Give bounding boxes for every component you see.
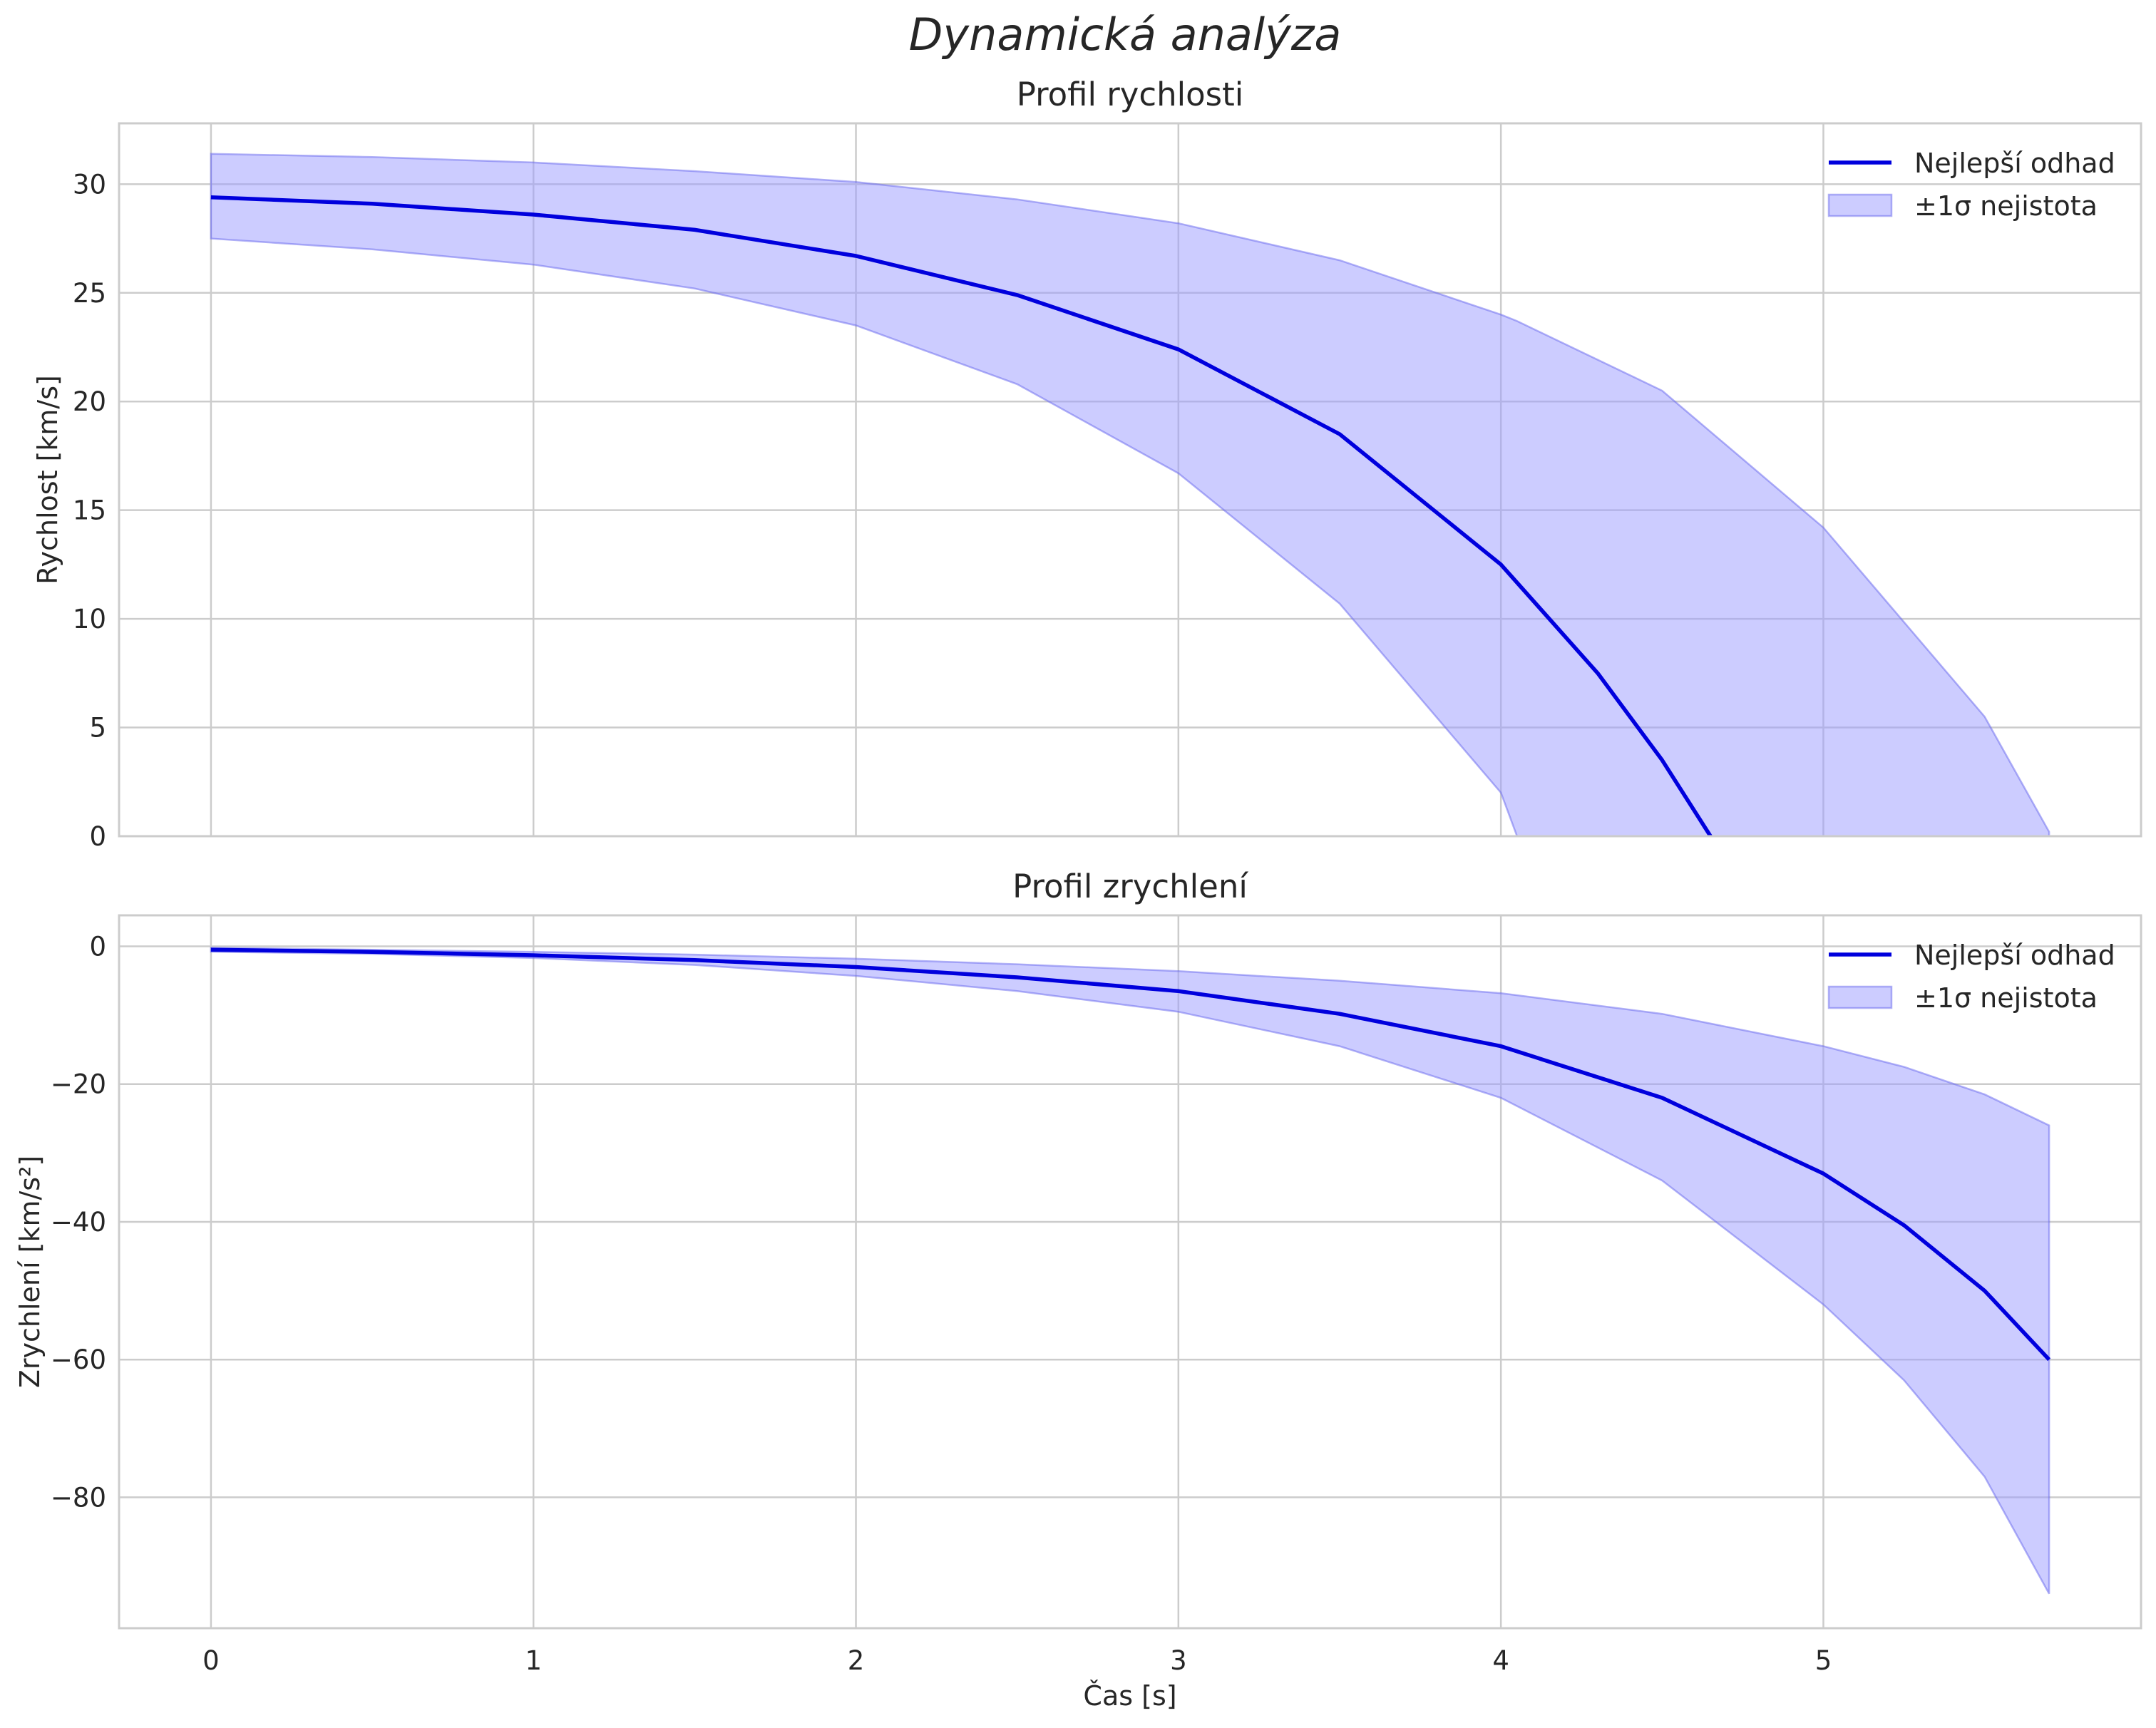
y-axis-label: Rychlost [km/s] [32,375,63,585]
legend-band-swatch [1827,985,1893,1009]
subplot-2: 0 −20 −40 −60 −80 0 1 2 3 4 5 Profil zrychlení Zrych… [14,868,2142,1712]
legend: Nejlepší odhad ±1σ nejistota [1827,940,2115,1014]
axes-frame [118,914,2142,1630]
x-tick-label: 4 [1492,1645,1509,1676]
x-tick-label: 2 [848,1645,865,1676]
x-tick-label: 3 [1170,1645,1187,1676]
y-tick-label: 30 [73,169,106,200]
legend-label: Nejlepší odhad [1914,940,2115,971]
y-tick-label: −20 [51,1069,106,1100]
uncertainty-band [210,947,2050,1595]
y-tick-label: 0 [89,821,106,852]
y-tick-label: 15 [73,495,106,526]
y-tick-label: −60 [51,1344,106,1375]
x-tick-label: 5 [1815,1645,1832,1676]
y-tick-label: −40 [51,1207,106,1238]
subplot-1: 0 5 10 15 20 25 30 Profil rychlosti Rychlost [km… [32,76,2142,852]
subplot-title: Profil rychlosti [1017,76,1244,113]
axes-frame [118,122,2142,838]
uncertainty-band [210,153,2050,836]
y-axis-label: Zrychlení [km/s²] [14,1156,46,1388]
y-tick-label: 20 [73,386,106,417]
legend-label: Nejlepší odhad [1914,148,2115,179]
best-estimate-line [210,947,2051,1362]
x-tick-label: 1 [525,1645,542,1676]
legend-label: ±1σ nejistota [1914,982,2098,1014]
legend-band-swatch [1827,193,1893,217]
x-axis-label: Čas [s] [1083,1680,1176,1712]
y-tick-label: 25 [73,278,106,309]
y-tick-label: 5 [89,713,106,744]
x-tick-label: 0 [202,1645,220,1676]
figure-title: Dynamická analýza [909,9,1342,61]
legend: Nejlepší odhad ±1σ nejistota [1827,148,2115,222]
y-tick-label: 0 [89,931,106,962]
y-tick-label: −80 [51,1482,106,1513]
y-tick-label: 10 [73,604,106,634]
subplot-title: Profil zrychlení [1012,868,1248,905]
legend-label: ±1σ nejistota [1914,190,2098,222]
best-estimate-line [210,195,1713,836]
